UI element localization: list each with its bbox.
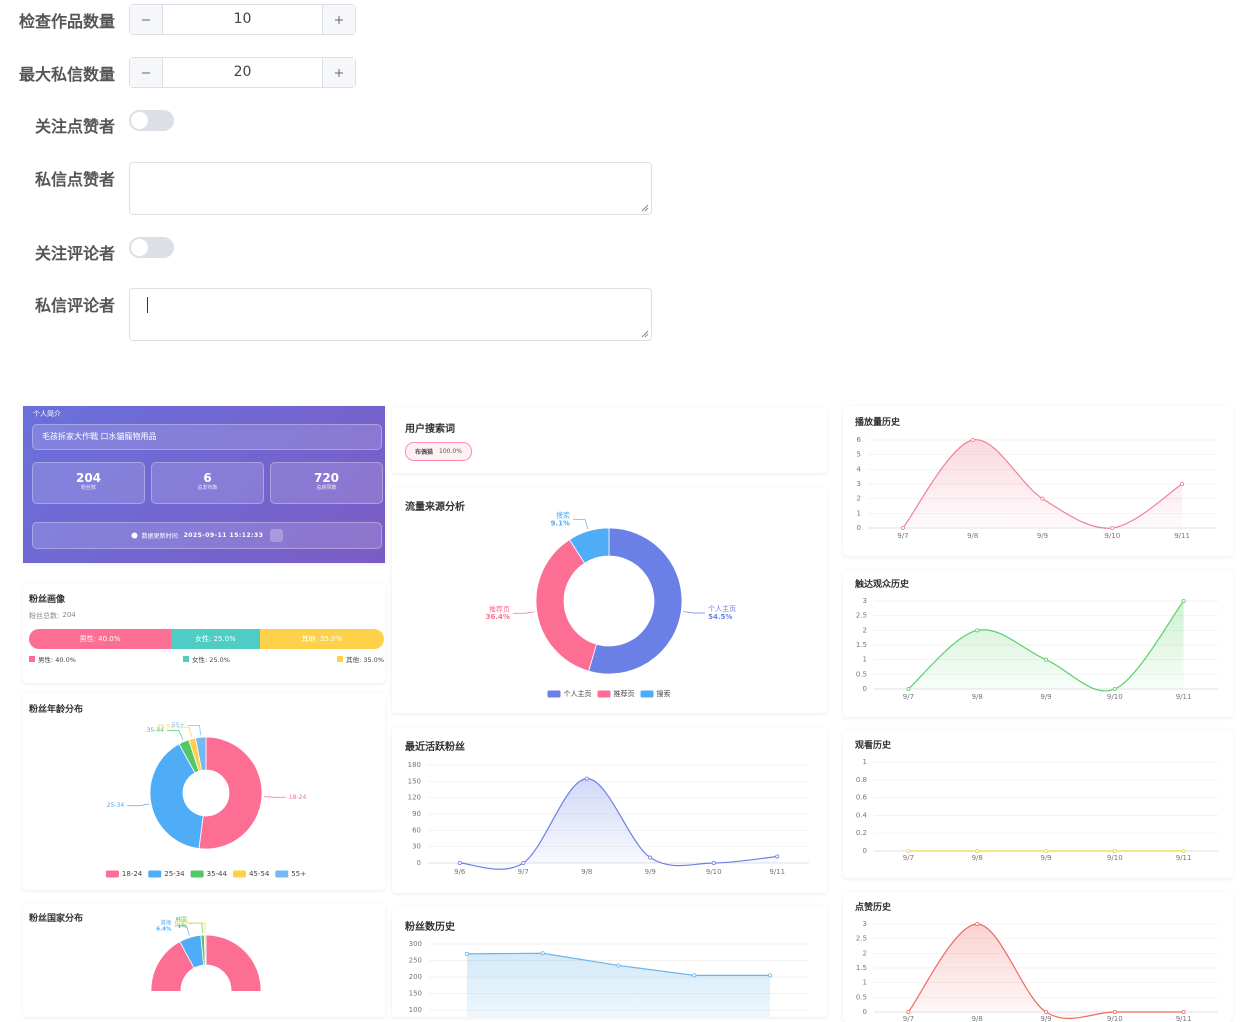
card-title: 用户搜索词 [405,424,455,435]
card-title: 粉丝数历史 [405,922,455,933]
stat: 720 总获赞数 [270,462,383,504]
field-label: 关注评论者 [34,244,115,263]
fan-total-value: 204 [62,611,76,619]
gender-segment: 女性: 25.0% [171,629,260,649]
stat-value: 6 [203,471,212,485]
switch-knob [131,112,148,129]
field-label: 关注点赞者 [34,117,115,136]
stat-value: 720 [313,471,340,485]
legend-item: 女性: 25.0% [183,654,230,664]
refresh-button[interactable] [270,529,284,542]
card-title: 流量来源分析 [405,502,465,513]
switch-knob [131,239,148,256]
card-title: 观看历史 [855,741,892,751]
card-title: 粉丝国家分布 [29,914,84,924]
fan-total-label: 粉丝总数: [29,612,60,620]
legend-label: 女性: 25.0% [192,656,230,664]
legend-swatch [183,656,190,662]
update-bar: 数据更新时间: 2025-09-11 15:12:33 [32,522,382,549]
field-label: 私信点赞者 [34,170,115,189]
chart-card: 点赞历史 [843,892,1233,1022]
stat: 204 粉丝数 [32,462,145,504]
profile-card: 个人简介 毛孩拆家大作戰 口水貓寵物用品 204 粉丝数 6 总发布数 720 总获赞… [23,406,385,563]
increment[interactable] [322,58,355,87]
card-title: 点赞历史 [855,903,892,913]
textarea[interactable] [129,162,652,215]
stat: 6 总发布数 [151,462,264,504]
legend-swatch [29,656,35,662]
search-term: 布偶猫 [415,449,434,456]
legend-label: 其他: 35.0% [346,656,384,664]
switch[interactable] [129,110,174,131]
search-share: 100.0% [439,448,462,455]
legend-item: 男性: 40.0% [29,654,76,664]
search-card: 用户搜索词 布偶猫 100.0% [392,407,827,473]
fan-total: 粉丝总数: 204 [29,611,76,621]
profile-title: 个人简介 [33,410,61,418]
increment[interactable] [322,5,355,34]
chart-card: 粉丝数历史 [392,907,827,1017]
legend-swatch [337,656,344,662]
chart-card: 粉丝国家分布 [23,903,385,1017]
gender-bar: 男性: 40.0% 女性: 25.0% 其他: 35.0% [29,629,384,649]
chart-card: 最近活跃粉丝 [392,727,827,893]
switch[interactable] [129,237,174,258]
gender-segment: 其他: 35.0% [259,629,384,649]
chart-card: 播放量历史 [843,406,1233,556]
chart-card: 观看历史 [843,731,1233,878]
gender-segment: 男性: 40.0% [29,629,171,649]
field-label: 最大私信数量 [18,65,115,84]
number-value: 10 [233,11,252,27]
chart-card: 流量来源分析 [392,487,827,713]
textarea[interactable] [129,288,652,341]
search-tag[interactable]: 布偶猫 100.0% [405,442,472,461]
gender-legend: 男性: 40.0% 女性: 25.0% 其他: 35.0% [29,654,384,664]
decrement[interactable] [130,5,163,34]
text-cursor [147,297,148,313]
card-title: 粉丝画像 [29,595,66,605]
chart-card: 触达观众历史 [843,570,1233,717]
card-title: 最近活跃粉丝 [405,742,465,753]
fan-portrait-card: 粉丝画像 粉丝总数: 204 男性: 40.0% 女性: 25.0% 其他: 35.0… [23,583,385,683]
card-title: 播放量历史 [855,418,901,428]
stat-label: 总发布数 [197,485,218,491]
update-time: 2025-09-11 15:12:33 [183,532,264,539]
chart-card: 粉丝年龄分布 [23,693,385,890]
field-label: 私信评论者 [34,296,115,315]
legend-label: 男性: 40.0% [38,656,76,664]
number-input[interactable]: 10 [129,4,356,35]
legend-item: 其他: 35.0% [337,654,384,664]
profile-name: 毛孩拆家大作戰 口水貓寵物用品 [32,424,382,450]
number-input[interactable]: 20 [129,57,356,88]
stat-label: 总获赞数 [316,485,337,491]
card-title: 触达观众历史 [855,580,910,590]
decrement[interactable] [130,58,163,87]
update-label: 数据更新时间: [141,533,180,540]
stat-value: 204 [75,471,102,485]
field-label: 检查作品数量 [18,12,115,31]
stat-label: 粉丝数 [80,485,96,491]
number-value: 20 [233,64,252,80]
card-title: 粉丝年龄分布 [29,705,84,715]
